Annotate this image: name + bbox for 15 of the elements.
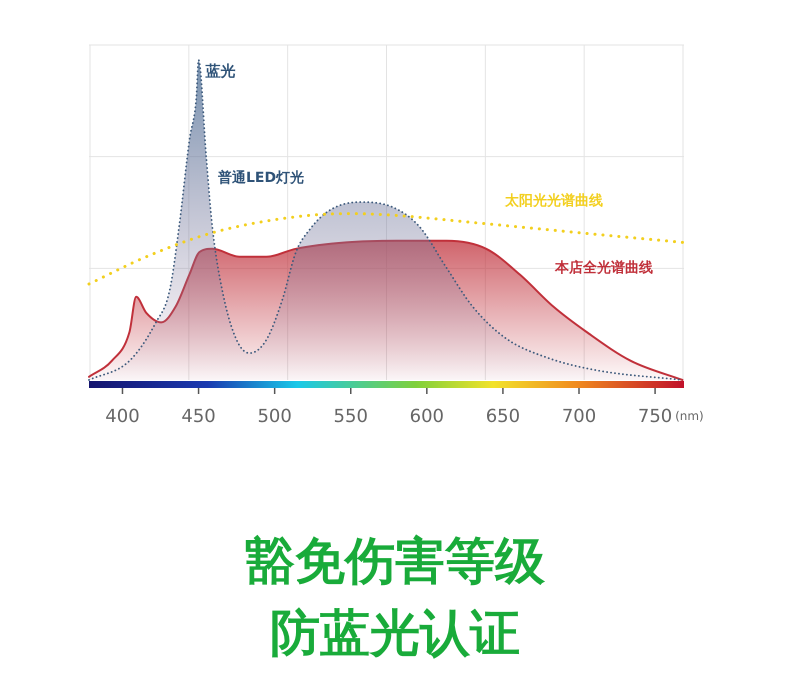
annotation: 蓝光 [204, 62, 236, 80]
text: 豁免伤害等级 [245, 532, 546, 590]
text: 防蓝光认证 [270, 604, 520, 662]
x-tick-label: 500 [257, 406, 292, 427]
x-tick-label: 600 [410, 406, 444, 427]
x-axis-title: (nm) [675, 409, 704, 423]
x-tick-label: 750 [638, 406, 672, 427]
series-label: 普通LED灯光 [217, 169, 304, 186]
x-tick-label: 400 [105, 406, 140, 427]
series-label: 本店全光谱曲线 [554, 259, 653, 276]
series-label: 太阳光光谱曲线 [504, 192, 603, 209]
x-tick-label: 700 [562, 406, 596, 427]
x-tick-label: 650 [486, 406, 520, 427]
x-tick-label: 550 [334, 406, 368, 427]
x-tick-label: 450 [181, 406, 216, 427]
